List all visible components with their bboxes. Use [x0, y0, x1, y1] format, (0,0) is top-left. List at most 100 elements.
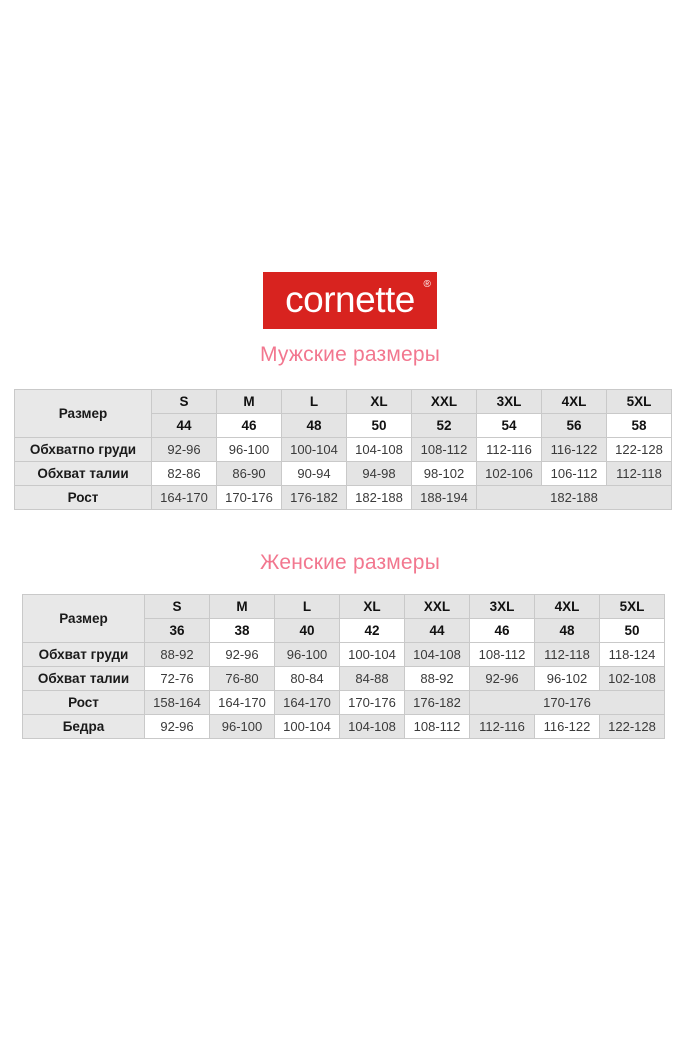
men-value-cell: 104-108 — [346, 437, 412, 462]
women-table-body: Размер S M L XL XXL 3XL 4XL 5XL 36 38 40 42 44 46 48 50 О… — [22, 594, 665, 739]
men-value-cell: 92-96 — [151, 437, 217, 462]
women-merged-value-cell: 170-176 — [469, 690, 665, 715]
women-value-cell: 104-108 — [339, 714, 405, 739]
women-value-cell: 80-84 — [274, 666, 340, 691]
men-size-number-cell: 44 — [151, 413, 217, 438]
women-value-cell: 122-128 — [599, 714, 665, 739]
men-section-title: Мужские размеры — [259, 343, 441, 366]
men-size-name-xxl: XXL — [411, 389, 477, 414]
men-value-cell: 94-98 — [346, 461, 412, 486]
men-size-name-m: M — [216, 389, 282, 414]
table-row: Обхват талии 82-86 86-90 90-94 94-98 98-102 10… — [14, 461, 672, 486]
women-value-cell: 108-112 — [404, 714, 470, 739]
men-merged-value-cell: 182-188 — [476, 485, 672, 510]
men-size-number-cell: 48 — [281, 413, 347, 438]
women-size-number-cell: 40 — [274, 618, 340, 643]
men-value-cell: 100-104 — [281, 437, 347, 462]
men-value-cell: 90-94 — [281, 461, 347, 486]
men-size-table: Размер S M L XL XXL 3XL 4XL 5XL 44 46 48 50 52 54 56 58 О… — [14, 389, 672, 510]
women-value-cell: 84-88 — [339, 666, 405, 691]
men-size-number-cell: 54 — [476, 413, 542, 438]
registered-trademark-icon: ® — [423, 279, 431, 290]
men-value-cell: 96-100 — [216, 437, 282, 462]
table-row: Рост 158-164 164-170 164-170 170-176 176-182 1… — [22, 690, 665, 715]
women-value-cell: 112-118 — [534, 642, 600, 667]
men-size-name-xl: XL — [346, 389, 412, 414]
women-value-cell: 112-116 — [469, 714, 535, 739]
men-size-number-cell: 52 — [411, 413, 477, 438]
women-size-name-l: L — [274, 594, 340, 619]
women-size-number-cell: 50 — [599, 618, 665, 643]
women-size-number-cell: 38 — [209, 618, 275, 643]
women-value-cell: 102-108 — [599, 666, 665, 691]
table-row: Обхват талии 72-76 76-80 80-84 84-88 88-92 92-… — [22, 666, 665, 691]
men-size-number-row: 44 46 48 50 52 54 56 58 — [15, 413, 672, 438]
men-size-name-5xl: 5XL — [606, 389, 672, 414]
women-value-cell: 164-170 — [274, 690, 340, 715]
women-size-name-3xl: 3XL — [469, 594, 535, 619]
women-size-number-cell: 42 — [339, 618, 405, 643]
women-value-cell: 92-96 — [209, 642, 275, 667]
women-size-number-cell: 36 — [144, 618, 210, 643]
women-size-table: Размер S M L XL XXL 3XL 4XL 5XL 36 38 40 42 44 46 48 50 О… — [22, 594, 665, 739]
women-value-cell: 96-100 — [274, 642, 340, 667]
men-row-label: Рост — [14, 485, 152, 510]
women-section-title: Женские размеры — [260, 551, 440, 574]
men-value-cell: 122-128 — [606, 437, 672, 462]
women-value-cell: 116-122 — [534, 714, 600, 739]
men-value-cell: 82-86 — [151, 461, 217, 486]
women-value-cell: 176-182 — [404, 690, 470, 715]
logo-wordmark: cornette — [285, 279, 415, 320]
women-size-name-5xl: 5XL — [599, 594, 665, 619]
women-size-number-row: 36 38 40 42 44 46 48 50 — [23, 618, 665, 643]
women-size-number-cell: 46 — [469, 618, 535, 643]
women-value-cell: 76-80 — [209, 666, 275, 691]
men-value-cell: 86-90 — [216, 461, 282, 486]
women-value-cell: 88-92 — [404, 666, 470, 691]
men-value-cell: 112-116 — [476, 437, 542, 462]
women-value-cell: 170-176 — [339, 690, 405, 715]
men-value-cell: 176-182 — [281, 485, 347, 510]
men-size-number-cell: 56 — [541, 413, 607, 438]
women-row-label: Обхват груди — [22, 642, 145, 667]
women-value-cell: 100-104 — [274, 714, 340, 739]
men-size-label-cell: Размер — [14, 389, 152, 438]
women-value-cell: 118-124 — [599, 642, 665, 667]
women-size-name-4xl: 4XL — [534, 594, 600, 619]
women-value-cell: 96-100 — [209, 714, 275, 739]
women-value-cell: 92-96 — [469, 666, 535, 691]
women-size-number-cell: 48 — [534, 618, 600, 643]
brand-logo: cornette ® — [0, 272, 700, 329]
women-row-label: Обхват талии — [22, 666, 145, 691]
men-table-body: Размер S M L XL XXL 3XL 4XL 5XL 44 46 48 50 52 54 56 58 О… — [14, 389, 672, 510]
women-value-cell: 88-92 — [144, 642, 210, 667]
men-row-label: Обхват талии — [14, 461, 152, 486]
women-size-name-s: S — [144, 594, 210, 619]
women-row-label: Рост — [22, 690, 145, 715]
men-size-name-3xl: 3XL — [476, 389, 542, 414]
men-value-cell: 108-112 — [411, 437, 477, 462]
table-row: Обхватпо груди 92-96 96-100 100-104 104-108 1… — [14, 437, 672, 462]
men-value-cell: 106-112 — [541, 461, 607, 486]
men-value-cell: 116-122 — [541, 437, 607, 462]
men-value-cell: 98-102 — [411, 461, 477, 486]
women-value-cell: 100-104 — [339, 642, 405, 667]
women-size-name-m: M — [209, 594, 275, 619]
men-value-cell: 170-176 — [216, 485, 282, 510]
women-size-number-cell: 44 — [404, 618, 470, 643]
women-size-name-row: Размер S M L XL XXL 3XL 4XL 5XL — [22, 594, 665, 643]
men-value-cell: 188-194 — [411, 485, 477, 510]
women-value-cell: 96-102 — [534, 666, 600, 691]
women-value-cell: 158-164 — [144, 690, 210, 715]
men-size-name-4xl: 4XL — [541, 389, 607, 414]
men-size-name-row: Размер S M L XL XXL 3XL 4XL 5XL — [14, 389, 672, 438]
table-row: Рост 164-170 170-176 176-182 182-188 188-194 1… — [14, 485, 672, 510]
women-value-cell: 92-96 — [144, 714, 210, 739]
women-size-name-xl: XL — [339, 594, 405, 619]
men-size-number-cell: 50 — [346, 413, 412, 438]
men-value-cell: 112-118 — [606, 461, 672, 486]
men-size-name-s: S — [151, 389, 217, 414]
men-value-cell: 164-170 — [151, 485, 217, 510]
men-size-number-cell: 58 — [606, 413, 672, 438]
